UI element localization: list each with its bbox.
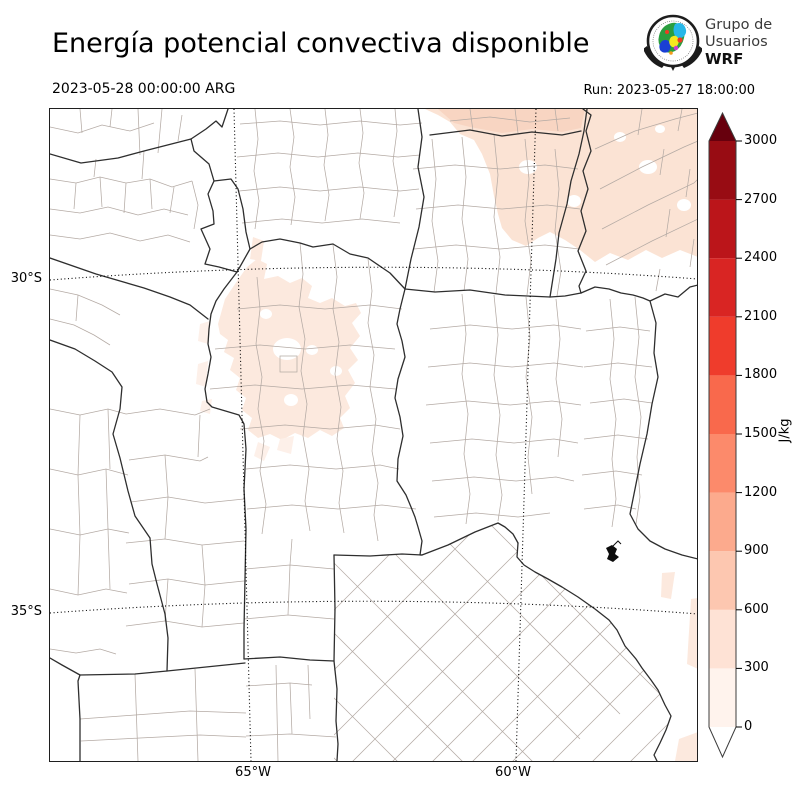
- lat-tick-30s: 30°S: [10, 271, 42, 286]
- buenos-aires-partidos: [334, 523, 671, 761]
- colorbar-tick: 1800: [744, 367, 778, 382]
- colorbar-tick: 0: [744, 719, 753, 734]
- lat-tick-35s: 35°S: [10, 604, 42, 619]
- colorbar-tick-marks: [736, 140, 742, 728]
- logo-text: Grupo de Usuarios WRF: [705, 17, 772, 68]
- colorbar-tick: 1500: [744, 426, 778, 441]
- colorbar-tick: 1200: [744, 485, 778, 500]
- lon-tick-65w: 65°W: [235, 765, 271, 780]
- map-frame: [49, 108, 699, 762]
- colorbar: [708, 111, 742, 759]
- province-borders-layer: [49, 108, 699, 762]
- lon-tick-60w: 60°W: [495, 765, 531, 780]
- colorbar-tick: 300: [744, 660, 769, 675]
- logo-line-1: Grupo de: [705, 17, 773, 33]
- graticule-layer: [49, 108, 699, 762]
- page-title: Energía potencial convectiva disponible: [52, 28, 590, 59]
- colorbar-tick: 900: [744, 543, 769, 558]
- weather-map: [49, 108, 699, 762]
- colorbar-tick: 3000: [744, 133, 778, 148]
- wrf-users-group-logo: [643, 13, 703, 71]
- cape-shading-layer: [196, 109, 698, 761]
- run-time-label: Run: 2023-05-27 18:00:00: [583, 83, 755, 98]
- logo-line-2: Usuarios: [705, 34, 768, 50]
- colorbar-tick: 2700: [744, 192, 778, 207]
- globe-emblem-icon: [643, 14, 703, 71]
- colorbar-arrow-down: [709, 727, 736, 757]
- colorbar-unit-label: J/kg: [777, 418, 793, 443]
- colorbar-tick: 2100: [744, 309, 778, 324]
- colorbar-tick: 600: [744, 602, 769, 617]
- valid-time-label: 2023-05-28 00:00:00 ARG: [52, 81, 236, 97]
- logo-line-3: WRF: [705, 50, 744, 68]
- colorbar-arrow-up: [709, 113, 736, 141]
- buenos-aires-city-mark: [606, 540, 622, 562]
- colorbar-segments: [709, 113, 736, 757]
- department-borders-layer: [49, 108, 699, 762]
- colorbar-tick: 2400: [744, 250, 778, 265]
